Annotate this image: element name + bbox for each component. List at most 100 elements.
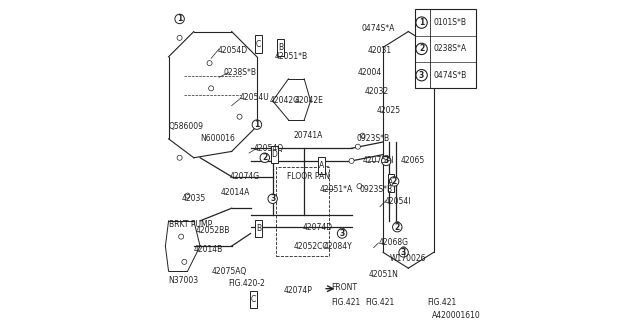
Circle shape [384, 155, 388, 160]
Text: B: B [256, 224, 261, 233]
Text: 0923S*B: 0923S*B [356, 134, 389, 143]
Text: 42032: 42032 [364, 87, 388, 96]
Circle shape [177, 35, 182, 40]
Circle shape [252, 120, 262, 129]
Text: 42052CC: 42052CC [293, 242, 328, 251]
Text: 42075AQ: 42075AQ [211, 267, 246, 276]
Text: C: C [251, 295, 257, 304]
Circle shape [254, 121, 259, 125]
Text: 3: 3 [339, 229, 345, 238]
Text: 42068G: 42068G [378, 238, 408, 247]
Text: 2: 2 [395, 223, 400, 232]
Text: A: A [388, 179, 394, 188]
Circle shape [209, 86, 214, 91]
Circle shape [360, 133, 365, 138]
Text: W170026: W170026 [389, 254, 426, 263]
Text: FIG.421: FIG.421 [428, 298, 456, 308]
Text: 42065: 42065 [401, 156, 425, 165]
Text: 42042G: 42042G [269, 96, 300, 106]
Circle shape [395, 221, 400, 227]
Text: D: D [271, 150, 277, 159]
Text: 3: 3 [383, 156, 389, 165]
Text: FLOOR PAN: FLOOR PAN [287, 172, 330, 181]
Text: 42054Q: 42054Q [253, 144, 284, 153]
Circle shape [392, 177, 397, 182]
Circle shape [270, 196, 275, 201]
Text: FIG.421: FIG.421 [365, 298, 395, 308]
Circle shape [260, 153, 269, 163]
Circle shape [357, 184, 362, 189]
Circle shape [399, 248, 408, 257]
Text: 2: 2 [262, 153, 268, 162]
Circle shape [416, 43, 428, 55]
Text: 3: 3 [401, 248, 406, 257]
Text: FRONT: FRONT [331, 283, 357, 292]
Text: 42014A: 42014A [221, 188, 250, 197]
Text: 42074P: 42074P [284, 286, 312, 295]
Text: A: A [319, 161, 324, 170]
Text: 1: 1 [419, 18, 424, 27]
Circle shape [182, 259, 187, 264]
Text: 0238S*A: 0238S*A [433, 44, 467, 53]
Circle shape [337, 229, 347, 238]
Text: 42051*A: 42051*A [320, 185, 353, 194]
Text: BRKT PUMP: BRKT PUMP [168, 220, 212, 228]
FancyBboxPatch shape [277, 39, 284, 56]
Text: 0474S*B: 0474S*B [433, 71, 467, 80]
FancyBboxPatch shape [271, 146, 278, 163]
FancyBboxPatch shape [250, 291, 257, 308]
FancyBboxPatch shape [255, 36, 262, 53]
Text: 3: 3 [270, 194, 275, 203]
Circle shape [392, 222, 402, 232]
Text: N600016: N600016 [200, 134, 235, 143]
FancyBboxPatch shape [255, 220, 262, 237]
Text: FIG.420-2: FIG.420-2 [228, 279, 266, 288]
Circle shape [207, 60, 212, 66]
Circle shape [416, 69, 428, 81]
Circle shape [237, 114, 242, 119]
Text: 42054U: 42054U [239, 93, 269, 102]
Text: B: B [278, 43, 283, 52]
Text: C: C [256, 40, 261, 49]
Text: 0923S*B: 0923S*B [360, 185, 392, 194]
FancyBboxPatch shape [318, 157, 325, 174]
Circle shape [389, 177, 399, 186]
Text: 0474S*A: 0474S*A [361, 24, 394, 33]
FancyBboxPatch shape [276, 167, 330, 256]
Text: 42075AI: 42075AI [363, 156, 394, 165]
Text: 42014B: 42014B [194, 245, 223, 254]
Circle shape [262, 155, 268, 160]
Text: 20741A: 20741A [293, 131, 323, 140]
Text: 42051*B: 42051*B [275, 52, 307, 61]
Circle shape [268, 194, 277, 204]
Text: 42052BB: 42052BB [195, 226, 230, 235]
Text: 42025: 42025 [377, 106, 401, 115]
Text: 42042E: 42042E [295, 96, 324, 106]
Text: 0238S*B: 0238S*B [224, 68, 257, 77]
Circle shape [179, 234, 184, 239]
Text: 3: 3 [419, 71, 424, 80]
Text: 0101S*B: 0101S*B [433, 18, 467, 27]
Text: 42054D: 42054D [218, 46, 248, 55]
Text: 42051N: 42051N [369, 270, 399, 279]
Text: 42084Y: 42084Y [323, 242, 352, 251]
Circle shape [355, 144, 360, 149]
Text: 42074G: 42074G [230, 172, 260, 181]
Text: 42074D: 42074D [303, 223, 333, 232]
Text: 1: 1 [177, 14, 182, 23]
Circle shape [177, 155, 182, 160]
Circle shape [349, 158, 354, 164]
Text: A420001610: A420001610 [432, 311, 481, 320]
Circle shape [416, 17, 428, 28]
FancyBboxPatch shape [387, 174, 394, 192]
Text: 2: 2 [392, 177, 397, 186]
Circle shape [175, 14, 184, 24]
Text: 1: 1 [254, 120, 260, 129]
Circle shape [381, 156, 391, 166]
Circle shape [185, 193, 190, 198]
Text: N37003: N37003 [168, 276, 198, 285]
Text: FIG.421: FIG.421 [331, 298, 360, 308]
Text: Q586009: Q586009 [168, 122, 204, 131]
Text: 42004: 42004 [358, 68, 382, 77]
Text: 42031: 42031 [367, 46, 392, 55]
